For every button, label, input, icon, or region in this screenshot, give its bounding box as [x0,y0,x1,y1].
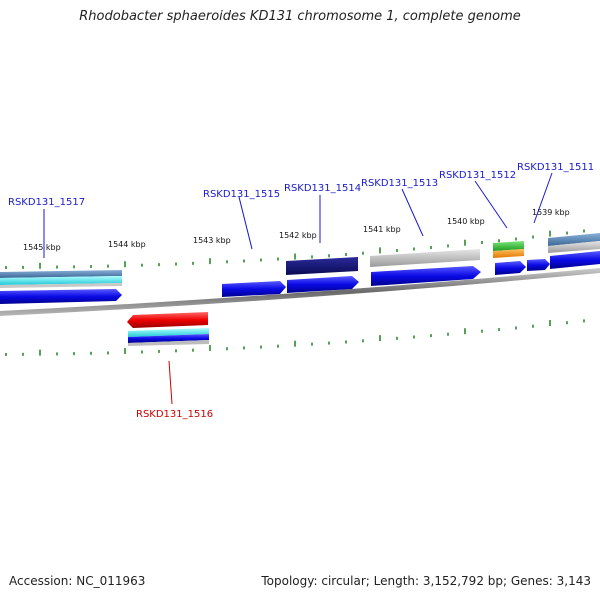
gene-RSKD131_1512-green[interactable] [493,241,524,251]
genome-summary-text: Topology: circular; Length: 3,152,792 bp… [261,574,591,588]
gene-label-RSKD131_1516[interactable]: RSKD131_1516 [136,409,213,420]
feature-cyan-left[interactable] [0,276,122,285]
gene-RSKD131_1517-arrow[interactable] [0,289,122,304]
map-title: Rhodobacter sphaeroides KD131 chromosome… [79,9,521,24]
gene-RSKD131_1516-arrow[interactable] [127,312,208,328]
scale-label-1542: 1542 kbp [279,231,317,240]
scale-ticks-outer [5,229,585,269]
gene-label-RSKD131_1517[interactable]: RSKD131_1517 [8,197,85,208]
scale-label-1544: 1544 kbp [108,240,146,249]
gene-RSKD131_1511-grey[interactable] [548,241,600,253]
gene-RSKD131_1513-arrow[interactable] [371,266,481,286]
leader-RSKD131_1515 [238,196,253,250]
gene-RSKD131_1515-arrow[interactable] [222,281,286,297]
gene-RSKD131_1511-arrow[interactable] [550,251,600,269]
scale-label-1539: 1539 kbp [532,208,570,217]
gene-RSKD131_1511-steel[interactable] [548,233,600,246]
gene-RSKD131_1513-grey[interactable] [370,249,480,267]
gene-label-RSKD131_1511[interactable]: RSKD131_1511 [517,162,594,173]
gene-RSKD131_1514-arrow[interactable] [287,276,359,293]
chromosome-backbone [0,268,600,316]
scale-ticks-inner [5,319,585,356]
gene-RSKD131_1512-arrow[interactable] [495,261,526,275]
gene-RSKD131_1512-orange[interactable] [493,249,524,258]
gene-RSKD131_1511-small-arrow[interactable] [527,259,550,271]
scale-label-1543: 1543 kbp [193,236,231,245]
accession-text: Accession: NC_011963 [9,574,146,588]
gene-label-RSKD131_1513[interactable]: RSKD131_1513 [361,178,438,189]
feature-steel-left[interactable] [0,270,122,278]
gene-label-RSKD131_1512[interactable]: RSKD131_1512 [439,170,516,181]
leader-RSKD131_1516 [168,360,173,405]
gene-label-RSKD131_1514[interactable]: RSKD131_1514 [284,183,361,194]
feature-grey-left[interactable] [0,283,122,288]
gene-label-RSKD131_1515[interactable]: RSKD131_1515 [203,189,280,200]
scale-label-1541: 1541 kbp [363,225,401,234]
leader-RSKD131_1513 [401,188,424,237]
scale-label-1540: 1540 kbp [447,217,485,226]
leader-RSKD131_1511 [533,172,553,224]
leader-RSKD131_1512 [474,180,508,229]
gene-RSKD131_1516-grey[interactable] [128,340,209,346]
scale-label-1545: 1545 kbp [23,243,61,252]
gene-RSKD131_1514-rna[interactable] [286,257,358,275]
